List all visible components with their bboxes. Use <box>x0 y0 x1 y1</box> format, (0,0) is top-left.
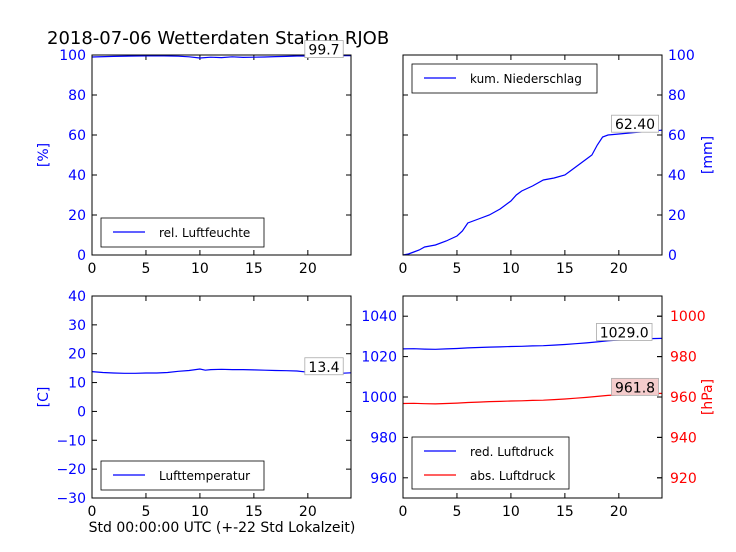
y-tick-label: 80 <box>668 88 686 104</box>
y2-tick-label: 920 <box>670 471 697 487</box>
y-axis-label: [C] <box>36 387 52 408</box>
value-annotation-2-box <box>611 377 659 396</box>
value-annotation-box <box>596 323 653 341</box>
value-annotation-box <box>304 357 344 376</box>
x-axis-label: Std 00:00:00 UTC (+-22 Std Lokalzeit) <box>89 520 356 536</box>
x-tick-label: 0 <box>88 504 97 520</box>
page-title: 2018-07-06 Wetterdaten Station RJOB <box>47 28 389 49</box>
y-tick-label: −30 <box>56 491 86 507</box>
y-axis-label: [hPa] <box>700 379 716 415</box>
value-annotation: 62.40 <box>615 117 655 133</box>
x-tick-label: 15 <box>245 504 263 520</box>
y-tick-label: 20 <box>68 208 86 224</box>
x-tick-label: 20 <box>299 504 317 520</box>
x-tick-label: 10 <box>502 261 520 277</box>
y-tick-label: 0 <box>77 404 86 420</box>
y-tick-label: 0 <box>77 248 86 264</box>
series-line <box>402 129 663 256</box>
plot-frame <box>402 54 663 256</box>
chart-panel-bottom-right: 0 5 10 15 20 960 980 1000 1020 1040 920 940 960 980 10… <box>361 295 716 520</box>
y-tick-label: 20 <box>668 208 686 224</box>
x-tick-label: 5 <box>141 261 150 277</box>
legend-box <box>411 436 570 490</box>
y-tick-label: 80 <box>68 88 86 104</box>
legend-label: Lufttemperatur <box>159 469 250 483</box>
y-tick-label: −10 <box>56 433 86 449</box>
x-tick-label: 15 <box>556 504 574 520</box>
value-annotation-2: 961.8 <box>615 380 655 396</box>
y-tick-label: 10 <box>68 376 86 392</box>
y2-tick-label: 980 <box>670 350 697 366</box>
chart-panel-top-left: 0 5 10 15 20 0 20 40 60 80 100 [%] 99.7 rel. Luftfeuc… <box>36 40 352 277</box>
y-tick-label: 1040 <box>361 309 397 325</box>
x-tick-label: 10 <box>502 504 520 520</box>
y-tick-label: 60 <box>668 128 686 144</box>
value-annotation-box <box>304 40 344 58</box>
x-tick-label: 20 <box>610 504 628 520</box>
value-annotation: 1029.0 <box>600 325 649 341</box>
legend-label: rel. Luftfeuchte <box>159 226 250 240</box>
plot-frame <box>402 295 663 499</box>
y-tick-label: −20 <box>56 462 86 478</box>
y-axis-label: [%] <box>36 143 52 167</box>
plot-frame <box>91 295 352 499</box>
y-tick-label: 40 <box>668 168 686 184</box>
x-tick-label: 20 <box>610 261 628 277</box>
x-tick-label: 5 <box>452 504 461 520</box>
x-tick-label: 10 <box>191 261 209 277</box>
x-tick-label: 5 <box>452 261 461 277</box>
legend-label: abs. Luftdruck <box>470 469 555 483</box>
x-tick-label: 10 <box>191 504 209 520</box>
y-tick-label: 20 <box>68 347 86 363</box>
x-tick-label: 15 <box>556 261 574 277</box>
legend-label: red. Luftdruck <box>470 445 554 459</box>
value-annotation: 99.7 <box>308 43 339 59</box>
x-tick-label: 0 <box>88 261 97 277</box>
y-tick-label: 40 <box>68 168 86 184</box>
y-tick-label: 1000 <box>361 390 397 406</box>
chart-panel-bottom-left: 0 5 10 15 20 −30 −20 −10 0 10 20 30 40 [C] 13.4 Lufttem… <box>36 289 352 520</box>
y-axis-label: [mm] <box>700 136 716 174</box>
y2-tick-label: 940 <box>670 430 697 446</box>
y-tick-label: 1020 <box>361 350 397 366</box>
y-tick-label: 0 <box>668 248 677 264</box>
y-tick-label: 980 <box>370 430 397 446</box>
x-tick-label: 15 <box>245 261 263 277</box>
x-tick-label: 20 <box>299 261 317 277</box>
y2-tick-label: 960 <box>670 390 697 406</box>
value-annotation-box <box>611 114 659 133</box>
y-tick-label: 40 <box>68 289 86 305</box>
y-tick-label: 100 <box>668 48 695 64</box>
value-annotation: 13.4 <box>308 360 339 376</box>
chart-panel-top-right: 0 5 10 15 20 0 20 40 60 80 100 [mm] 62.40 kum. Nieder… <box>399 48 716 277</box>
x-tick-label: 0 <box>399 504 408 520</box>
y-tick-label: 960 <box>370 471 397 487</box>
y-tick-label: 30 <box>68 318 86 334</box>
x-tick-label: 5 <box>141 504 150 520</box>
x-tick-label: 0 <box>399 261 408 277</box>
y2-tick-label: 1000 <box>670 309 706 325</box>
legend-label: kum. Niederschlag <box>470 72 582 86</box>
y-tick-label: 100 <box>59 48 86 64</box>
y-tick-label: 60 <box>68 128 86 144</box>
plot-frame <box>91 54 352 256</box>
